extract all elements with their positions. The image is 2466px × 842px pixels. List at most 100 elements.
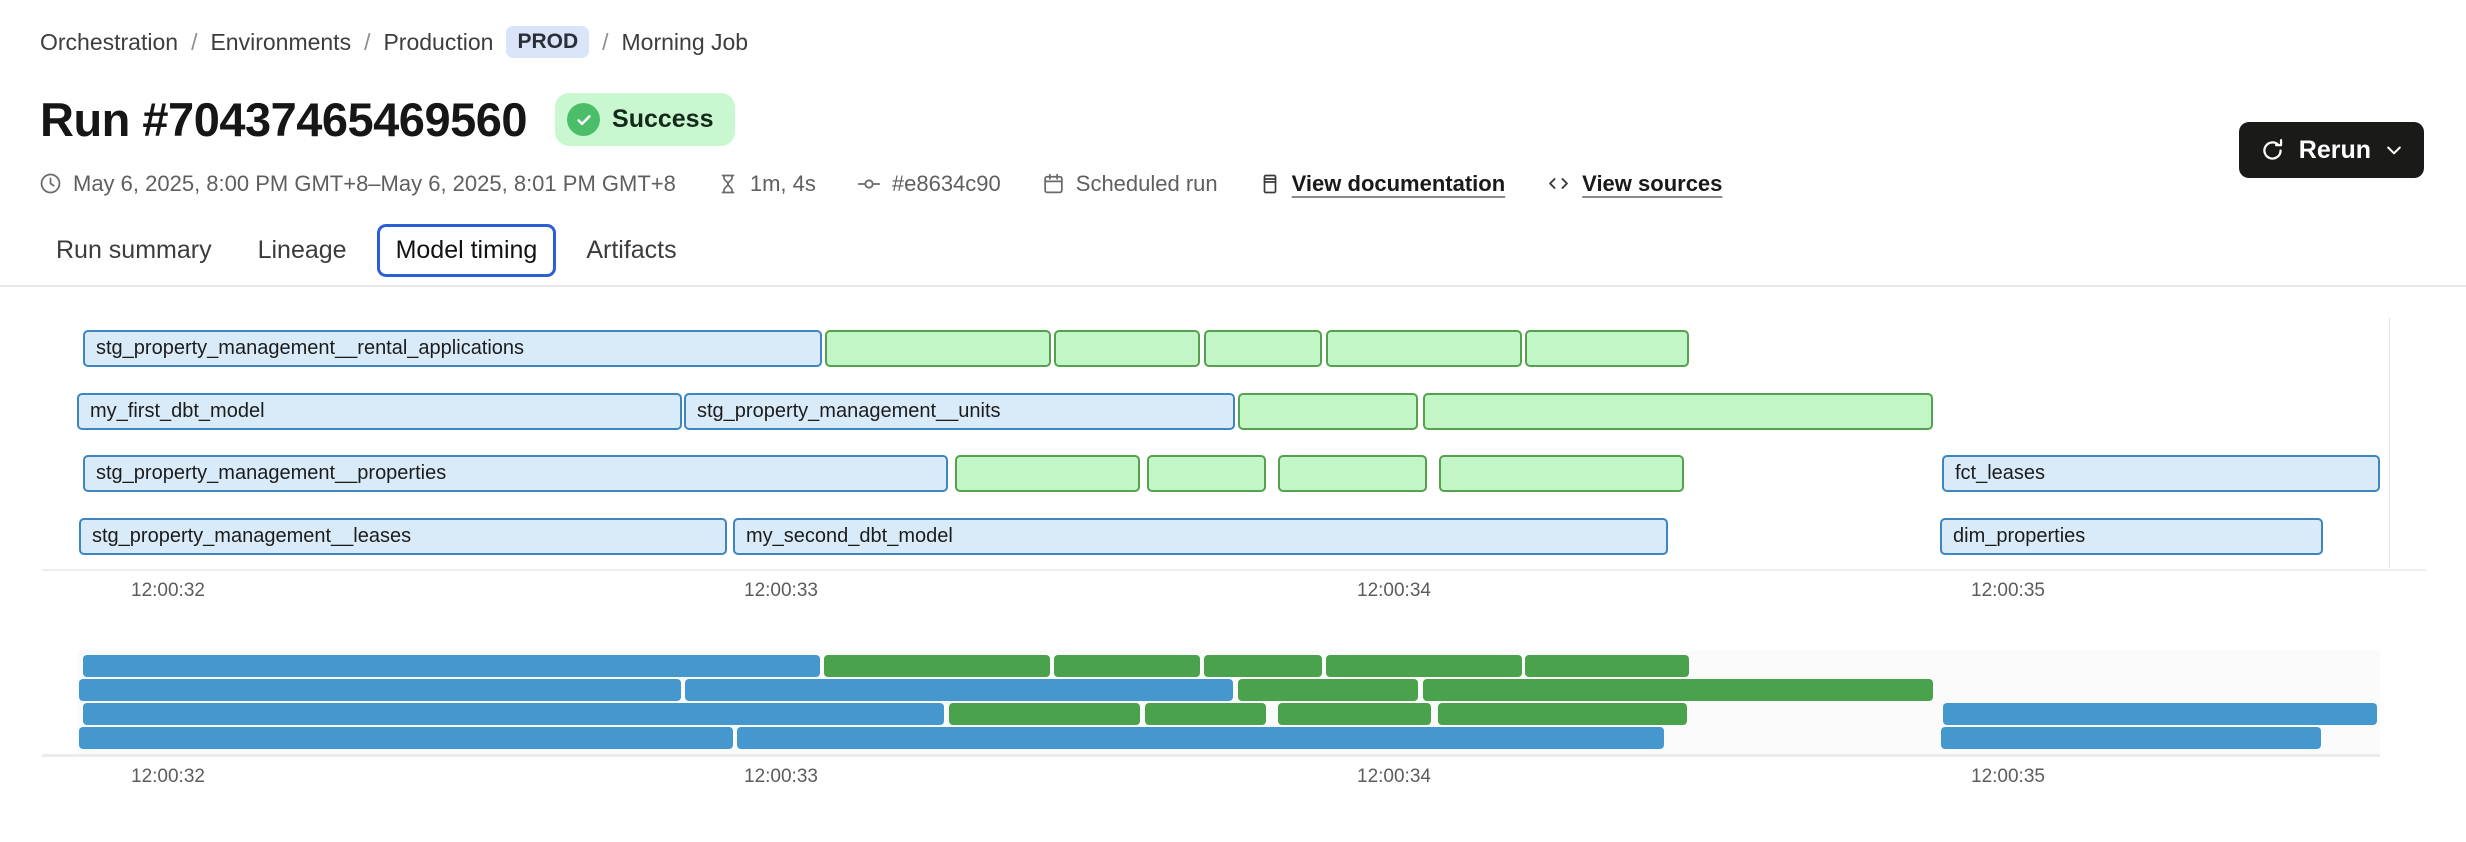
minimap-bar[interactable] (79, 727, 733, 749)
minimap-bar[interactable] (1943, 703, 2377, 725)
rerun-button[interactable]: Rerun (2238, 122, 2424, 178)
view-sources-link[interactable]: View sources (1582, 170, 1723, 196)
tabs-divider (0, 285, 2466, 287)
gantt-bar[interactable]: fct_leases (1942, 455, 2380, 492)
breadcrumb-job[interactable]: Morning Job (621, 28, 749, 55)
minimap-bar[interactable] (1054, 655, 1200, 677)
breadcrumb-separator: / (191, 28, 198, 55)
breadcrumb-separator: / (364, 28, 371, 55)
status-badge: Success (555, 93, 736, 146)
view-documentation-link-item: View documentation (1258, 170, 1506, 197)
gantt-bar[interactable] (1278, 455, 1427, 492)
breadcrumb-environments[interactable]: Environments (210, 28, 352, 55)
minimap-bar[interactable] (1326, 655, 1522, 677)
model-name-label: fct_leases (1955, 462, 2046, 484)
tab-artifacts[interactable]: Artifacts (586, 236, 677, 264)
gantt-bar[interactable] (1439, 455, 1684, 492)
breadcrumb-production[interactable]: Production (383, 28, 494, 55)
gantt-bar[interactable] (1525, 330, 1689, 367)
minimap-bar[interactable] (83, 655, 820, 677)
gantt-bar[interactable]: stg_property_management__units (684, 393, 1235, 430)
rerun-label: Rerun (2298, 135, 2371, 164)
gantt-axis-divider (42, 569, 2426, 571)
tab-bar: Run summary Lineage Model timing Artifac… (40, 224, 693, 277)
status-label: Success (612, 105, 714, 133)
gantt-bar[interactable]: my_second_dbt_model (733, 518, 1668, 555)
model-name-label: dim_properties (1953, 525, 2086, 547)
minimap-bar[interactable] (685, 679, 1233, 701)
gantt-bar[interactable] (1326, 330, 1522, 367)
gantt-bar[interactable]: dim_properties (1940, 518, 2323, 555)
run-duration-value: 1m, 4s (749, 170, 816, 196)
view-documentation-link[interactable]: View documentation (1291, 170, 1506, 196)
minimap-bar[interactable] (83, 703, 944, 725)
minimap-bar[interactable] (1204, 655, 1322, 677)
run-trigger: Scheduled run (1041, 171, 1218, 197)
time-axis-label: 12:00:32 (131, 766, 205, 787)
time-axis-label: 12:00:32 (131, 580, 205, 601)
time-axis-label: 12:00:34 (1357, 580, 1431, 601)
gantt-bar[interactable] (1204, 330, 1322, 367)
gantt-bar[interactable]: stg_property_management__rental_applicat… (83, 330, 822, 367)
minimap-bar[interactable] (949, 703, 1140, 725)
model-name-label: stg_property_management__rental_applicat… (96, 337, 525, 359)
minimap-bar[interactable] (1238, 679, 1418, 701)
clock-icon (38, 171, 63, 196)
breadcrumb-separator: / (602, 28, 609, 55)
gantt-bar[interactable] (955, 455, 1140, 492)
tab-lineage[interactable]: Lineage (257, 236, 347, 264)
minimap-bar[interactable] (1941, 727, 2321, 749)
gantt-bar[interactable] (1147, 455, 1266, 492)
minimap-bar[interactable] (737, 727, 1664, 749)
run-dates: May 6, 2025, 8:00 PM GMT+8–May 6, 2025, … (38, 171, 676, 197)
view-sources-link-item: View sources (1545, 170, 1722, 197)
chevron-down-icon[interactable] (2384, 140, 2404, 160)
gantt-bar[interactable] (1054, 330, 1200, 367)
run-date-range: May 6, 2025, 8:00 PM GMT+8–May 6, 2025, … (73, 170, 676, 196)
minimap-bar[interactable] (1438, 703, 1687, 725)
time-axis-label: 12:00:35 (1971, 766, 2045, 787)
model-name-label: stg_property_management__units (697, 400, 1001, 422)
gantt-bar[interactable] (825, 330, 1051, 367)
documentation-icon (1258, 172, 1282, 196)
code-icon (1545, 170, 1572, 197)
breadcrumb-orchestration[interactable]: Orchestration (40, 28, 179, 55)
chart-right-edge (2389, 318, 2390, 568)
minimap-bar[interactable] (1145, 703, 1266, 725)
refresh-icon (2259, 137, 2286, 164)
model-name-label: my_first_dbt_model (90, 400, 265, 422)
tab-run-summary[interactable]: Run summary (56, 236, 212, 264)
model-name-label: stg_property_management__properties (96, 462, 447, 484)
run-duration: 1m, 4s (716, 171, 816, 197)
tab-model-timing[interactable]: Model timing (376, 224, 557, 277)
title-row: Run #70437465469560 Success (40, 92, 736, 147)
gantt-bar[interactable] (1423, 393, 1933, 430)
time-axis-label: 12:00:35 (1971, 580, 2045, 601)
minimap-bar[interactable] (1278, 703, 1431, 725)
gantt-bar[interactable]: stg_property_management__leases (79, 518, 727, 555)
calendar-icon (1041, 171, 1066, 196)
time-axis-label: 12:00:33 (744, 766, 818, 787)
environment-badge: PROD (506, 26, 590, 58)
minimap-axis-divider (42, 754, 2380, 757)
minimap-bar[interactable] (824, 655, 1050, 677)
time-axis-label: 12:00:34 (1357, 766, 1431, 787)
minimap-bar[interactable] (1423, 679, 1933, 701)
minimap-bar[interactable] (79, 679, 681, 701)
gantt-bar[interactable]: my_first_dbt_model (77, 393, 682, 430)
model-name-label: my_second_dbt_model (746, 525, 953, 547)
model-name-label: stg_property_management__leases (92, 525, 412, 547)
minimap-bar[interactable] (1525, 655, 1689, 677)
page-title: Run #70437465469560 (40, 93, 528, 146)
hourglass-icon (716, 172, 740, 196)
success-check-icon (567, 103, 601, 136)
breadcrumb: Orchestration / Environments / Productio… (40, 26, 748, 58)
run-commit: #e8634c90 (856, 171, 1001, 197)
gantt-bar[interactable]: stg_property_management__properties (83, 455, 948, 492)
time-axis-label: 12:00:33 (744, 580, 818, 601)
gantt-bar[interactable] (1238, 393, 1418, 430)
run-trigger-label: Scheduled run (1075, 170, 1218, 196)
run-metadata-row: May 6, 2025, 8:00 PM GMT+8–May 6, 2025, … (38, 170, 1722, 197)
commit-icon (856, 171, 882, 197)
